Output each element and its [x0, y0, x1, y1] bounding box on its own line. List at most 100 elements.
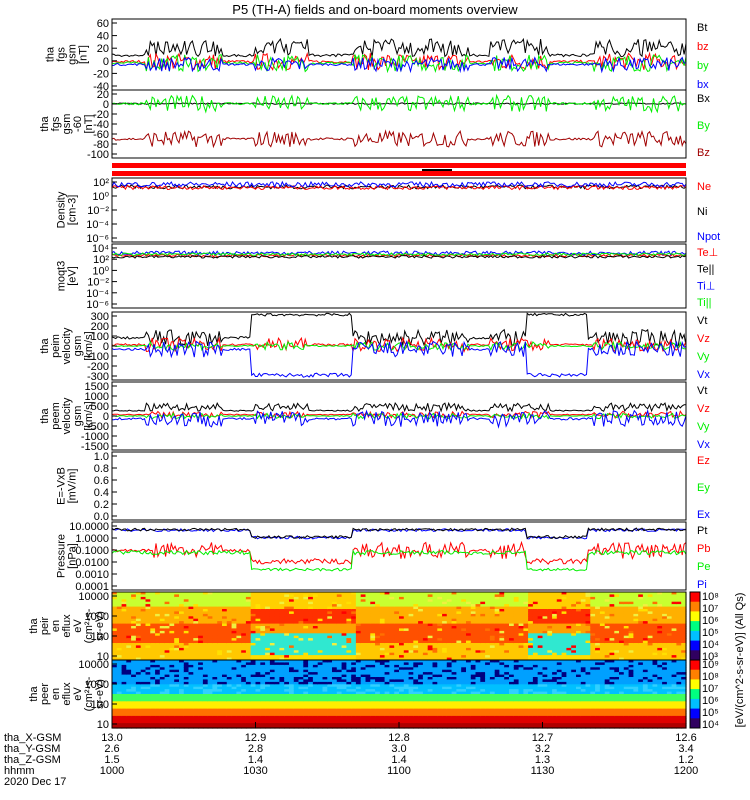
- colorbar-10: [690, 660, 700, 729]
- y-axis-label: peir: [39, 616, 51, 635]
- spectrogram-cells-10: [112, 660, 687, 729]
- colorbar-tick-label: 10⁴: [702, 719, 719, 731]
- legend-entry: Vy: [697, 351, 710, 363]
- y-tick-label: 500: [91, 401, 109, 413]
- y-tick-label: 1000: [85, 679, 109, 691]
- y-tick-label: 0.6: [94, 475, 109, 487]
- y-axis-label: tha: [39, 337, 51, 353]
- legend-entry: Ti||: [697, 297, 711, 309]
- y-axis-label: [eV]: [67, 266, 79, 286]
- legend-entry: Vt: [697, 315, 707, 327]
- trace-by: [111, 53, 687, 74]
- x-tick-label: 1.3: [535, 754, 550, 766]
- legend-entry: Vz: [697, 403, 710, 415]
- x-tick-label: 1000: [100, 765, 124, 777]
- x-tick-label: 3.2: [535, 743, 550, 755]
- trace-vt: [111, 312, 687, 347]
- colorbar-tick-label: 10⁶: [702, 695, 719, 707]
- y-axis-label: E=-VxB: [56, 467, 68, 505]
- legend-entry: Te⊥: [697, 247, 718, 259]
- legend-entry: by: [697, 60, 709, 72]
- y-axis-label: [mV/m]: [67, 469, 79, 504]
- legend-entry: Ne: [697, 181, 711, 193]
- y-tick-label: 0.4: [94, 487, 109, 499]
- x-axis-row-label: tha_X-GSM: [4, 732, 61, 744]
- y-axis-label: eflux: [61, 682, 73, 706]
- y-axis-label: fgs: [50, 116, 62, 131]
- y-axis-label: [nT]: [83, 115, 95, 134]
- y-tick-label: 10: [97, 719, 109, 731]
- y-tick-label: 100: [91, 331, 109, 343]
- y-tick-label: 10²: [93, 177, 109, 189]
- y-axis-label: tha: [28, 685, 40, 701]
- x-tick-label: 1100: [387, 765, 411, 777]
- x-tick-label: 12.9: [245, 732, 266, 744]
- y-tick-label: 10.0000: [69, 521, 109, 533]
- legend-entry: Vt: [697, 385, 707, 397]
- y-tick-label: -200: [87, 361, 109, 373]
- x-tick-label: 1.5: [104, 754, 119, 766]
- y-tick-label: 10⁻⁶: [86, 299, 109, 311]
- legend-entry: Vx: [697, 439, 710, 451]
- legend-entry: By: [697, 120, 710, 132]
- y-axis-label: [km/s]: [83, 401, 95, 430]
- y-axis-label: [km/s]: [83, 331, 95, 360]
- y-axis-label: peer: [39, 683, 51, 705]
- y-tick-label: 0.0100: [75, 557, 109, 569]
- status-bar-upper: [112, 163, 686, 168]
- y-tick-label: 10⁴: [92, 243, 109, 255]
- legend-entry: Vz: [697, 333, 710, 345]
- y-axis-label: gsm: [72, 406, 84, 427]
- legend-entry: Pi: [697, 579, 707, 591]
- legend-entry: Pt: [697, 525, 707, 537]
- y-tick-label: 0.8: [94, 463, 109, 475]
- y-axis-label: en: [50, 620, 62, 632]
- trace-ni: [111, 184, 687, 190]
- legend-entry: Pe: [697, 561, 710, 573]
- y-tick-label: 100: [91, 699, 109, 711]
- y-axis-label: fgs: [56, 47, 68, 62]
- x-tick-label: 3.0: [391, 743, 406, 755]
- y-tick-label: 20: [97, 89, 109, 101]
- trace-bx: [111, 56, 687, 74]
- trace-by: [111, 93, 687, 114]
- colorbar-tick-label: 10⁵: [702, 627, 719, 639]
- legend-entry: Ex: [697, 509, 710, 521]
- y-axis-label: [cm-3]: [67, 195, 79, 226]
- colorbar-tick-label: 10⁷: [702, 603, 718, 615]
- y-tick-label: -300: [87, 371, 109, 383]
- legend-entry: Bx: [697, 93, 710, 105]
- y-axis-label: moqt3: [56, 261, 68, 292]
- legend-entry: Bt: [697, 22, 707, 34]
- trace-bt: [111, 37, 687, 58]
- y-axis-label: peim: [50, 334, 62, 358]
- y-tick-label: 100: [91, 631, 109, 643]
- trace-pe: [111, 549, 687, 572]
- y-axis-label: sr-eV): [94, 679, 106, 709]
- x-tick-label: 1130: [531, 765, 555, 777]
- y-tick-label: -40: [93, 81, 109, 93]
- y-tick-label: 1.0: [94, 451, 109, 463]
- y-axis-label: Density: [56, 191, 68, 228]
- colorbar-tick-label: 10⁴: [702, 639, 719, 651]
- legend-entry: Vx: [697, 369, 710, 381]
- x-tick-label: 1.2: [678, 754, 693, 766]
- y-tick-label: -500: [87, 421, 109, 433]
- x-tick-label: 3.4: [678, 743, 693, 755]
- y-tick-label: 10⁻⁴: [86, 219, 109, 231]
- colorbar-tick-label: 10⁵: [702, 707, 719, 719]
- legend-entry: Ti⊥: [697, 280, 715, 292]
- colorbar-tick-label: 10⁹: [702, 659, 719, 671]
- legend-entry: Vy: [697, 421, 710, 433]
- y-axis-label: Pressure: [56, 534, 68, 578]
- y-tick-label: 1000: [85, 611, 109, 623]
- y-tick-label: 0.2: [94, 499, 109, 511]
- y-tick-label: -40: [93, 119, 109, 131]
- y-tick-label: 60: [97, 18, 109, 30]
- y-axis-label: en: [50, 688, 62, 700]
- x-axis-row-label: 2020 Dec 17: [4, 776, 66, 788]
- trace-vt: [111, 401, 687, 413]
- y-axis-label: eV: [72, 687, 84, 701]
